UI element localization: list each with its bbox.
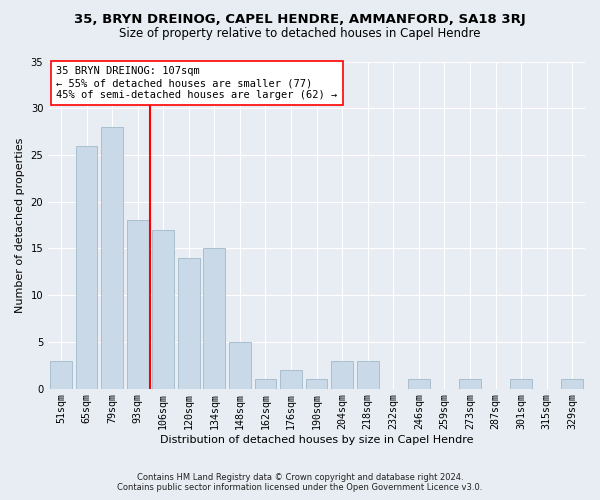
Bar	[459, 379, 481, 388]
Bar	[331, 360, 353, 388]
Bar	[254, 379, 277, 388]
Bar	[101, 127, 123, 388]
Bar	[408, 379, 430, 388]
Bar	[203, 248, 225, 388]
Bar	[152, 230, 174, 388]
Bar	[357, 360, 379, 388]
Text: 35, BRYN DREINOG, CAPEL HENDRE, AMMANFORD, SA18 3RJ: 35, BRYN DREINOG, CAPEL HENDRE, AMMANFOR…	[74, 12, 526, 26]
Bar	[50, 360, 72, 388]
Y-axis label: Number of detached properties: Number of detached properties	[15, 138, 25, 312]
Bar	[510, 379, 532, 388]
Bar	[229, 342, 251, 388]
Bar	[562, 379, 583, 388]
Bar	[76, 146, 97, 388]
Bar	[127, 220, 149, 388]
Bar	[306, 379, 328, 388]
Text: 35 BRYN DREINOG: 107sqm
← 55% of detached houses are smaller (77)
45% of semi-de: 35 BRYN DREINOG: 107sqm ← 55% of detache…	[56, 66, 337, 100]
Bar	[280, 370, 302, 388]
Text: Size of property relative to detached houses in Capel Hendre: Size of property relative to detached ho…	[119, 28, 481, 40]
Text: Contains HM Land Registry data © Crown copyright and database right 2024.
Contai: Contains HM Land Registry data © Crown c…	[118, 473, 482, 492]
X-axis label: Distribution of detached houses by size in Capel Hendre: Distribution of detached houses by size …	[160, 435, 473, 445]
Bar	[178, 258, 200, 388]
